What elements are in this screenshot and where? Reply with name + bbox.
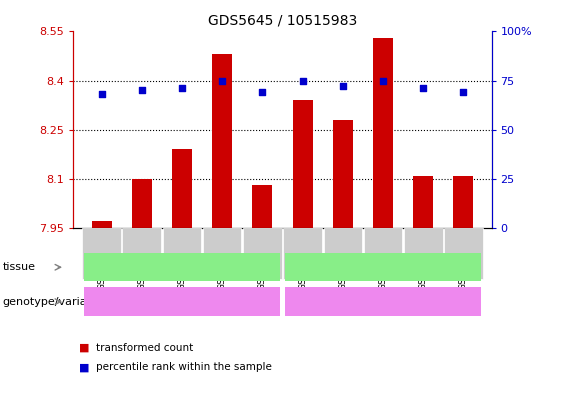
Point xyxy=(177,85,186,92)
Point xyxy=(137,87,146,94)
Text: percentile rank within the sample: percentile rank within the sample xyxy=(96,362,272,373)
Bar xyxy=(253,185,272,228)
Bar xyxy=(333,120,353,228)
Point xyxy=(459,89,468,95)
Point xyxy=(97,91,106,97)
Point xyxy=(258,89,267,95)
Bar xyxy=(413,176,433,228)
Text: tissue: tissue xyxy=(3,262,36,272)
Bar xyxy=(453,176,473,228)
Bar xyxy=(92,221,112,228)
Bar xyxy=(373,38,393,228)
Point xyxy=(298,77,307,84)
Bar xyxy=(172,149,192,228)
Text: GDS5645 / 10515983: GDS5645 / 10515983 xyxy=(208,14,357,28)
Text: TPOCreER; BrafV600E; p53 -/-: TPOCreER; BrafV600E; p53 -/- xyxy=(316,297,450,306)
Text: Anaplastic Thyroid Carcinoma tumor: Anaplastic Thyroid Carcinoma tumor xyxy=(301,263,466,272)
Text: Papillary Thyroid Carcinoma tumor: Papillary Thyroid Carcinoma tumor xyxy=(103,263,260,272)
Point xyxy=(419,85,428,92)
Point xyxy=(379,77,388,84)
Text: TPOCreER; BrafV600E: TPOCreER; BrafV600E xyxy=(133,297,231,306)
Text: genotype/variation: genotype/variation xyxy=(3,297,109,307)
Text: ■: ■ xyxy=(79,362,90,373)
Point xyxy=(218,77,227,84)
Bar xyxy=(132,179,152,228)
Bar xyxy=(293,100,312,228)
Bar xyxy=(212,54,232,228)
Point xyxy=(338,83,347,90)
Text: ■: ■ xyxy=(79,343,90,353)
Text: transformed count: transformed count xyxy=(96,343,193,353)
